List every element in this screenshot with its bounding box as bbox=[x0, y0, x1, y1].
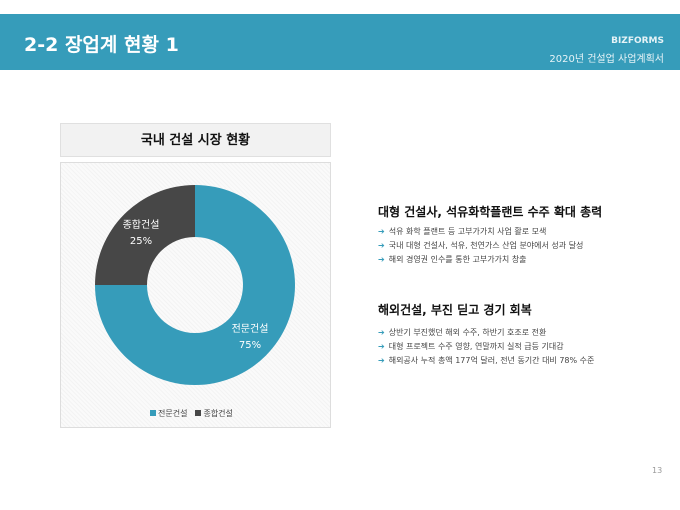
brand: BIZFORMS bbox=[611, 36, 664, 46]
bullet: ➔ 해외 경영권 인수를 통한 고부가가치 창출 bbox=[378, 255, 527, 264]
section-heading: 대형 건설사, 석유화학플랜트 수주 확대 총력 bbox=[378, 205, 603, 219]
arrow-icon: ➔ bbox=[378, 342, 385, 351]
chart-legend: 전문건설 종합건설 bbox=[150, 408, 233, 419]
header-bar bbox=[0, 14, 680, 70]
bullet: ➔ 국내 대형 건설사, 석유, 천연가스 산업 분야에서 성과 달성 bbox=[378, 241, 584, 250]
label-종합건설: 종합건설 25% bbox=[122, 220, 160, 247]
bullet: ➔ 상반기 부진했던 해외 수주, 하반기 호조로 전환 bbox=[378, 328, 547, 337]
arrow-icon: ➔ bbox=[378, 356, 385, 365]
document-subtitle: 2020년 건설업 사업계획서 bbox=[549, 54, 664, 65]
page-title: 2-2 장업계 현황 1 bbox=[24, 34, 179, 56]
chart-title: 국내 건설 시장 현황 bbox=[60, 123, 331, 157]
label-전문건설: 전문건설 75% bbox=[231, 324, 269, 351]
legend-item: 종합건설 bbox=[195, 408, 233, 419]
slice-종합건설 bbox=[95, 185, 195, 285]
page-number: 13 bbox=[652, 466, 663, 475]
slice-전문건설 bbox=[95, 185, 295, 385]
arrow-icon: ➔ bbox=[378, 328, 385, 337]
bullet: ➔ 석유 화학 플랜트 등 고부가가치 사업 활로 모색 bbox=[378, 227, 547, 236]
bullet: ➔ 대형 프로젝트 수주 영향, 연말까지 실적 급등 기대감 bbox=[378, 342, 564, 351]
arrow-icon: ➔ bbox=[378, 255, 385, 264]
arrow-icon: ➔ bbox=[378, 227, 385, 236]
section-heading: 해외건설, 부진 딛고 경기 회복 bbox=[378, 303, 532, 317]
legend-item: 전문건설 bbox=[150, 408, 187, 419]
bullet: ➔ 해외공사 누적 총액 177억 달러, 전년 동기간 대비 78% 수준 bbox=[378, 356, 595, 365]
arrow-icon: ➔ bbox=[378, 241, 385, 250]
